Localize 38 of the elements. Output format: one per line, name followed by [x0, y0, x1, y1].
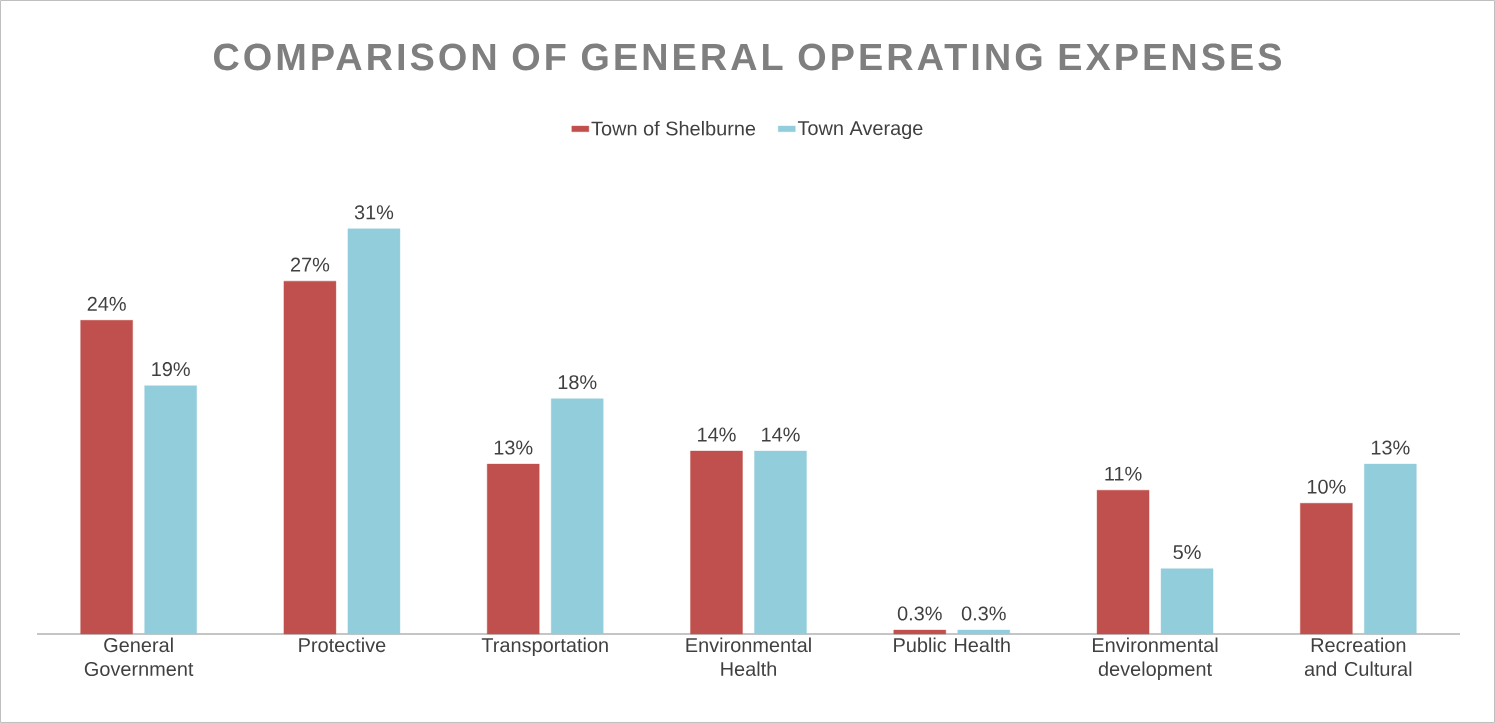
bar — [754, 450, 807, 635]
data-label: 0.3% — [961, 606, 1006, 621]
x-tick-label: General Government — [84, 637, 194, 677]
data-label: 24% — [87, 296, 126, 311]
bar — [347, 228, 401, 635]
x-tick-label: Environmental Health — [686, 637, 811, 677]
x-tick-label: Public Health — [894, 637, 1010, 653]
data-label: 19% — [152, 362, 190, 377]
bar — [1300, 503, 1353, 635]
data-label: 10% — [1307, 479, 1346, 494]
bar — [893, 629, 946, 635]
bar — [144, 385, 197, 635]
bar — [1096, 490, 1150, 635]
bar — [1160, 568, 1214, 635]
data-label: 14% — [762, 427, 800, 442]
legend-label: Town of Shelburne — [591, 120, 756, 136]
bar — [551, 398, 604, 635]
x-tick-label: Transportation — [481, 637, 608, 657]
data-label: 5% — [1173, 545, 1201, 560]
data-label: 31% — [354, 205, 394, 220]
data-label: 0.3% — [897, 606, 942, 621]
data-label: 27% — [290, 257, 330, 272]
bar — [487, 463, 540, 635]
bar — [957, 629, 1010, 635]
data-label: 13% — [1371, 440, 1410, 455]
bar — [1364, 463, 1417, 635]
legend-label: Town Average — [797, 121, 923, 140]
data-label: 13% — [494, 440, 533, 455]
x-tick-label: Recreation and Cultural — [1304, 637, 1412, 677]
bar — [80, 320, 133, 635]
chart-title: COMPARISON OF GENERAL OPERATING EXPENSES — [214, 43, 1282, 71]
data-label: 11% — [1105, 466, 1142, 481]
data-label: 14% — [698, 427, 736, 442]
x-tick-label: Protective — [299, 637, 386, 653]
bar — [690, 450, 743, 635]
x-tick-label: Environmental development — [1093, 637, 1218, 680]
bar — [283, 280, 337, 635]
data-label: 18% — [558, 375, 597, 390]
